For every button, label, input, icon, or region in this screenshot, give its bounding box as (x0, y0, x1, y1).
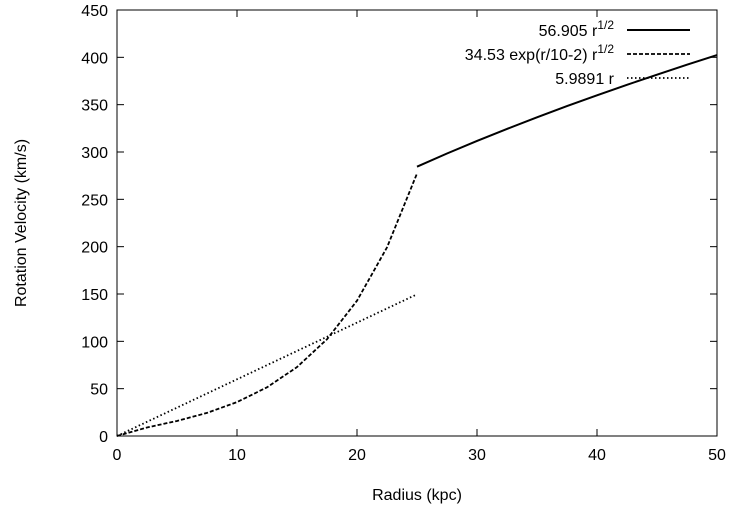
x-tick-labels: 0 10 20 30 40 50 (113, 447, 726, 464)
legend-label-superscript: 1/2 (597, 18, 614, 32)
legend-label: 5.9891 r (555, 71, 614, 88)
legend-label-superscript: 1/2 (597, 42, 614, 56)
x-tick-label: 10 (228, 447, 246, 464)
x-tick-label: 50 (708, 447, 726, 464)
y-tick-label: 0 (99, 429, 108, 446)
legend-label-text: 34.53 exp(r/10-2) r (465, 47, 598, 64)
plot-frame (116, 9, 718, 437)
y-tick-label: 250 (81, 192, 108, 209)
y-axis-title: Rotation Velocity (km/s) (13, 139, 30, 307)
x-tick-label: 40 (588, 447, 606, 464)
y-tick-label: 350 (81, 98, 108, 115)
x-axis-title: Radius (kpc) (372, 487, 462, 504)
x-tick-label: 0 (113, 447, 122, 464)
axis-ticks (116, 9, 718, 437)
legend-label-text: 5.9891 r (555, 71, 614, 88)
y-tick-label: 50 (90, 382, 108, 399)
y-tick-label: 100 (81, 334, 108, 351)
y-tick-label: 400 (81, 50, 108, 67)
series-line-dotted (116, 293, 418, 437)
legend-label: 56.905 r1/2 (539, 18, 615, 40)
y-tick-label: 150 (81, 287, 108, 304)
series-line-solid (416, 54, 718, 168)
y-tick-labels: 0 50 100 150 200 250 300 350 400 450 (81, 3, 108, 446)
legend-label-text: 56.905 r (539, 23, 598, 40)
legend: 56.905 r1/234.53 exp(r/10-2) r1/25.9891 … (465, 18, 690, 88)
x-tick-label: 30 (468, 447, 486, 464)
y-tick-label: 300 (81, 145, 108, 162)
x-tick-label: 20 (348, 447, 366, 464)
y-tick-label: 450 (81, 3, 108, 20)
series-line-dashed (116, 173, 418, 437)
legend-label: 34.53 exp(r/10-2) r1/2 (465, 42, 615, 64)
series-lines (116, 54, 718, 437)
y-tick-label: 200 (81, 240, 108, 257)
